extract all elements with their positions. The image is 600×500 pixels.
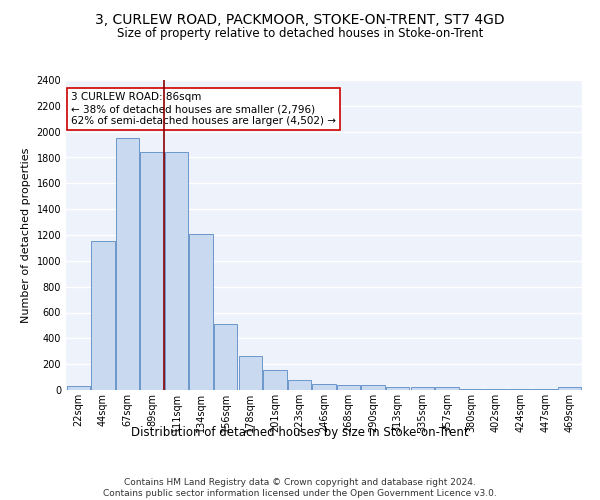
Bar: [165, 152, 188, 390]
Text: Distribution of detached houses by size in Stoke-on-Trent: Distribution of detached houses by size …: [131, 426, 469, 439]
Bar: [67, 386, 90, 390]
Bar: [386, 388, 409, 390]
Bar: [288, 380, 311, 390]
Bar: [435, 388, 458, 390]
Bar: [263, 370, 287, 390]
Bar: [116, 138, 139, 390]
Text: Size of property relative to detached houses in Stoke-on-Trent: Size of property relative to detached ho…: [117, 28, 483, 40]
Bar: [214, 324, 238, 390]
Bar: [190, 234, 213, 390]
Text: 3 CURLEW ROAD: 86sqm
← 38% of detached houses are smaller (2,796)
62% of semi-de: 3 CURLEW ROAD: 86sqm ← 38% of detached h…: [71, 92, 336, 126]
Text: Contains HM Land Registry data © Crown copyright and database right 2024.
Contai: Contains HM Land Registry data © Crown c…: [103, 478, 497, 498]
Bar: [361, 386, 385, 390]
Bar: [337, 385, 360, 390]
Bar: [239, 356, 262, 390]
Bar: [558, 388, 581, 390]
Bar: [484, 388, 508, 390]
Bar: [410, 387, 434, 390]
Bar: [313, 384, 335, 390]
Y-axis label: Number of detached properties: Number of detached properties: [21, 148, 31, 322]
Text: 3, CURLEW ROAD, PACKMOOR, STOKE-ON-TRENT, ST7 4GD: 3, CURLEW ROAD, PACKMOOR, STOKE-ON-TRENT…: [95, 12, 505, 26]
Bar: [91, 242, 115, 390]
Bar: [140, 152, 164, 390]
